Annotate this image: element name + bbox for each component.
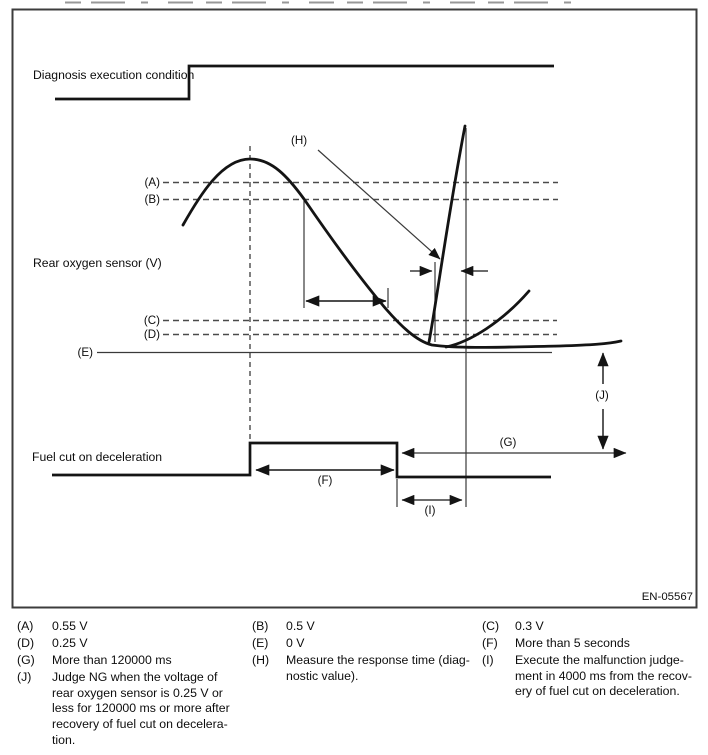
legend-text-F: More than 5 seconds bbox=[515, 636, 630, 651]
legend-text-J: Judge NG when the voltage of rear oxygen… bbox=[52, 670, 230, 747]
h-pointer-arrow bbox=[317, 149, 441, 260]
legend-key-A: (A) bbox=[17, 619, 34, 633]
legend-text-D: 0.25 V bbox=[52, 636, 88, 651]
fuel-cut-trace bbox=[52, 441, 551, 479]
legend-text-C: 0.3 V bbox=[515, 619, 544, 633]
legend-item-B: (B) 0.5 V bbox=[252, 619, 482, 635]
marker-A: (A) bbox=[144, 176, 160, 189]
legend-key-I: (I) bbox=[482, 653, 494, 668]
legend-item-I: (I) Execute the malfunction judge- ment … bbox=[482, 653, 697, 700]
marker-H: (H) bbox=[291, 134, 308, 147]
threshold-dashed-lines bbox=[163, 181, 558, 336]
fuel-cut-label: Fuel cut on deceleration bbox=[32, 450, 163, 464]
legend-key-B: (B) bbox=[252, 619, 269, 633]
legend-item-A: (A) 0.55 V bbox=[17, 619, 247, 635]
legend-column-3: (C) 0.3 V (F) More than 5 seconds (I) Ex… bbox=[482, 619, 697, 701]
legend-item-C: (C) 0.3 V bbox=[482, 619, 697, 635]
marker-E: (E) bbox=[77, 346, 93, 359]
legend-text-E: 0 V bbox=[286, 636, 305, 651]
legend-key-F: (F) bbox=[482, 636, 498, 651]
oxygen-sensor-trace bbox=[181, 157, 623, 349]
legend-item-G: (G) More than 120000 ms bbox=[17, 653, 247, 669]
reference-verticals bbox=[303, 128, 467, 507]
oxygen-sensor-label: Rear oxygen sensor (V) bbox=[33, 256, 162, 270]
legend-column-1: (A) 0.55 V (D) 0.25 V (G) More than 1200… bbox=[17, 619, 247, 750]
marker-J: (J) bbox=[595, 389, 609, 402]
legend-text-B: 0.5 V bbox=[286, 619, 315, 633]
legend-item-H: (H) Measure the response time (diag- nos… bbox=[252, 653, 482, 684]
figure-border bbox=[11, 8, 698, 609]
legend-key-D: (D) bbox=[17, 636, 35, 651]
marker-G: (G) bbox=[499, 436, 517, 449]
legend-item-D: (D) 0.25 V bbox=[17, 636, 247, 652]
legend-key-C: (C) bbox=[482, 619, 500, 633]
figure-code: EN-05567 bbox=[641, 591, 693, 603]
legend-item-E: (E) 0 V bbox=[252, 636, 482, 652]
marker-D: (D) bbox=[143, 328, 160, 341]
legend-item-J: (J) Judge NG when the voltage of rear ox… bbox=[17, 670, 247, 748]
legend-key-J: (J) bbox=[17, 670, 32, 685]
legend-text-I: Execute the malfunction judge- ment in 4… bbox=[515, 653, 693, 699]
oxygen-sensor-slow-recovery-branch bbox=[444, 289, 531, 349]
legend-column-2: (B) 0.5 V (E) 0 V (H) Measure the respon… bbox=[252, 619, 482, 686]
legend-text-G: More than 120000 ms bbox=[52, 653, 172, 668]
marker-I: (I) bbox=[424, 504, 436, 517]
legend-text-A: 0.55 V bbox=[52, 619, 88, 633]
oxygen-sensor-fast-recovery-spike bbox=[427, 124, 467, 344]
legend-key-G: (G) bbox=[17, 653, 35, 668]
marker-B: (B) bbox=[144, 193, 160, 206]
legend-item-F: (F) More than 5 seconds bbox=[482, 636, 697, 652]
diagnosis-condition-label: Diagnosis execution condition bbox=[33, 68, 195, 82]
legend-key-E: (E) bbox=[252, 636, 269, 651]
marker-C: (C) bbox=[143, 314, 160, 327]
diagnosis-condition-trace bbox=[55, 64, 554, 101]
marker-F: (F) bbox=[317, 474, 333, 487]
legend-text-H: Measure the response time (diag- nostic … bbox=[286, 653, 470, 683]
legend-key-H: (H) bbox=[252, 653, 270, 668]
